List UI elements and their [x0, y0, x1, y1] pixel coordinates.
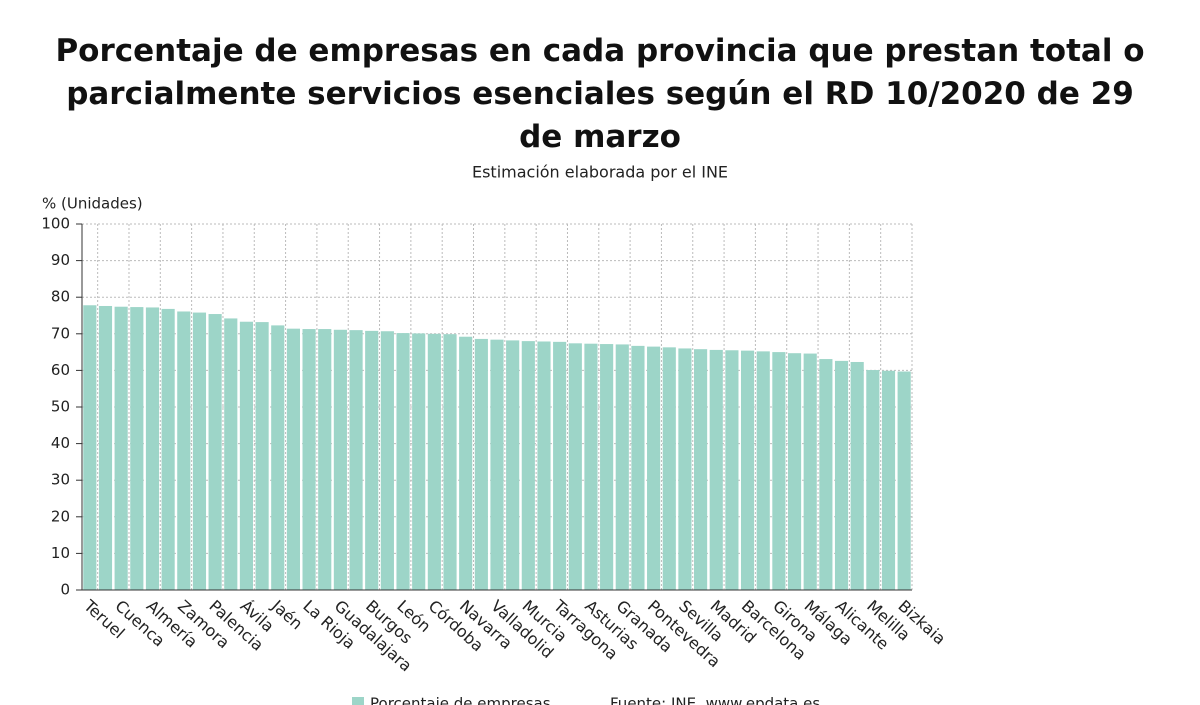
bar	[600, 344, 614, 590]
bar	[443, 334, 457, 590]
bar	[819, 359, 833, 590]
y-tick-label: 80	[51, 288, 70, 306]
y-tick-label: 50	[51, 398, 70, 416]
bar	[740, 350, 755, 590]
chart-title: Porcentaje de empresas en cada provincia…	[55, 33, 1145, 155]
y-axis-label: % (Unidades)	[42, 195, 143, 213]
bar	[380, 331, 394, 590]
y-tick-label: 20	[51, 507, 70, 525]
bar	[553, 341, 567, 590]
bar	[568, 343, 582, 590]
bar	[255, 322, 269, 590]
bar	[286, 328, 300, 590]
bar	[881, 370, 896, 590]
bar	[897, 371, 911, 590]
bar	[506, 340, 520, 590]
y-tick-label: 10	[51, 544, 70, 562]
bar	[803, 353, 817, 590]
bar	[349, 330, 363, 590]
x-tick-label: Jaén	[267, 596, 306, 634]
y-tick-label: 100	[41, 215, 70, 233]
bar	[145, 307, 160, 590]
bar	[537, 341, 551, 590]
bar	[615, 344, 629, 590]
y-tick-label: 0	[60, 581, 70, 599]
bar	[678, 348, 692, 590]
bar	[866, 370, 880, 590]
bar	[396, 333, 410, 590]
bar	[694, 349, 708, 590]
bar	[725, 350, 739, 590]
bar	[521, 341, 535, 590]
bar	[412, 333, 426, 590]
bar	[709, 349, 723, 590]
bar	[161, 308, 175, 590]
bar	[834, 360, 849, 590]
bar	[365, 330, 379, 590]
bar	[224, 318, 238, 590]
bar	[647, 346, 661, 590]
bar	[239, 321, 254, 590]
bar	[787, 353, 802, 590]
bar	[83, 305, 97, 590]
y-tick-label: 30	[51, 471, 70, 489]
bar	[318, 329, 332, 590]
y-tick-label: 40	[51, 434, 70, 452]
bar	[474, 338, 488, 590]
bar	[130, 307, 144, 590]
bar	[333, 329, 347, 590]
bar	[302, 329, 316, 590]
y-tick-label: 60	[51, 361, 70, 379]
legend-swatch	[352, 697, 364, 705]
bar	[114, 306, 128, 590]
bar	[177, 311, 191, 590]
bar	[192, 312, 207, 590]
y-tick-label: 70	[51, 324, 70, 342]
bar	[459, 336, 473, 590]
bar	[756, 351, 770, 590]
bar	[208, 314, 222, 590]
chart-subtitle: Estimación elaborada por el INE	[472, 163, 728, 182]
bar	[271, 325, 285, 590]
bar	[772, 352, 786, 590]
bar	[584, 343, 598, 590]
legend-label: Porcentaje de empresas	[370, 695, 551, 705]
bar	[662, 347, 676, 590]
y-tick-label: 90	[51, 251, 70, 269]
bar	[850, 361, 864, 590]
bar	[490, 339, 504, 590]
bar	[98, 305, 113, 590]
bar	[427, 333, 441, 590]
bar	[631, 345, 645, 590]
source-note: Fuente: INE. www.epdata.es	[610, 695, 820, 705]
